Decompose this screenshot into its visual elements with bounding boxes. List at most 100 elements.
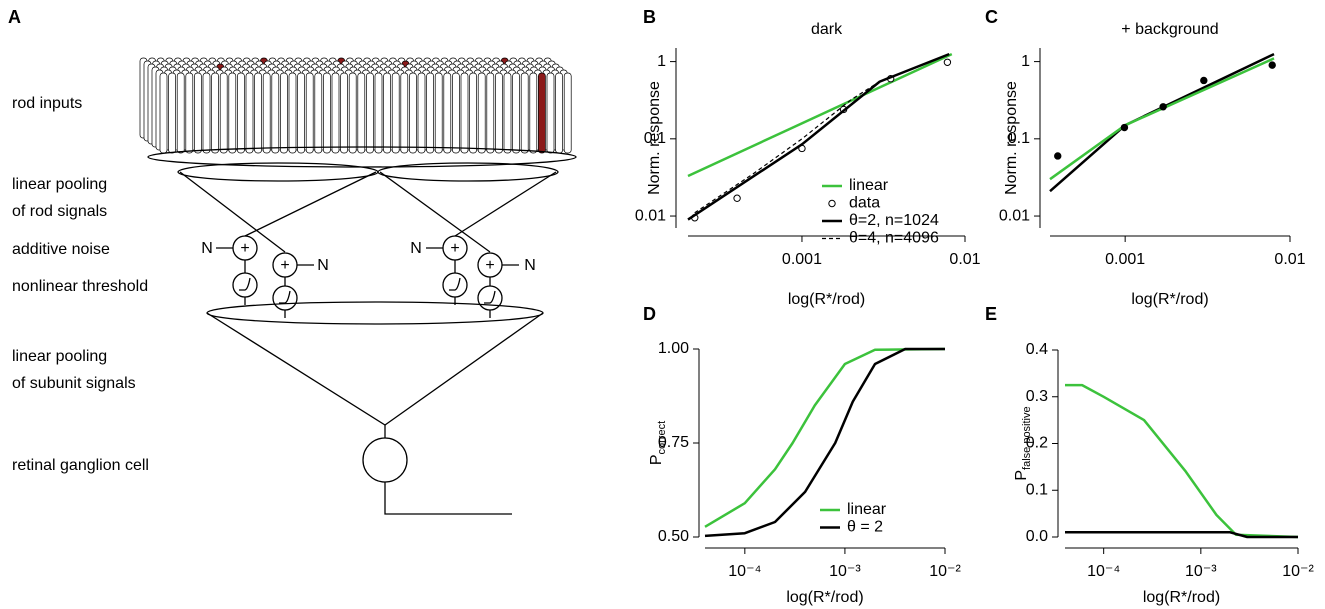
rod (477, 72, 486, 154)
rod (503, 72, 512, 154)
rod (417, 72, 426, 154)
noise-label: N (201, 240, 213, 257)
y-tick-label: 0.4 (1026, 341, 1048, 358)
rod (409, 72, 417, 154)
series-line (694, 81, 881, 214)
data-point (1200, 76, 1208, 85)
x-tick-label: 10⁻⁴ (728, 563, 761, 580)
rod (280, 72, 288, 154)
legend-label: θ=4, n=4096 (849, 230, 939, 247)
series-line (1065, 531, 1298, 539)
rod (469, 72, 477, 154)
rod (340, 72, 348, 154)
legend-label: linear (849, 177, 889, 194)
chart-title: + background (1121, 21, 1218, 38)
axon (384, 482, 512, 515)
rod (185, 72, 194, 154)
pool-ellipse (377, 162, 559, 182)
panel-letter: E (985, 304, 997, 324)
rod (245, 72, 254, 154)
noise-label: N (410, 240, 422, 257)
rod (486, 72, 495, 154)
y-tick-label: 0.1 (1008, 130, 1030, 147)
legend-marker (828, 199, 836, 208)
stage-label: additive noise (12, 241, 110, 258)
rod (228, 72, 237, 154)
pool-ellipse (206, 301, 544, 325)
stage-label: rod inputs (12, 95, 82, 112)
panel-letter: A (8, 7, 21, 27)
cone-line (179, 171, 286, 253)
x-tick-label: 10⁻⁴ (1087, 563, 1120, 580)
y-axis-label: Pcorrect (648, 421, 668, 465)
legend-label: θ = 2 (847, 519, 883, 536)
series-line (1065, 383, 1299, 539)
y-tick-label: 0.75 (658, 434, 689, 451)
rod (288, 72, 297, 154)
panel-letter: D (643, 304, 656, 324)
rod (426, 72, 434, 154)
rod (400, 72, 409, 154)
rod (176, 72, 185, 154)
threshold-icon (484, 290, 496, 304)
y-label-sub: correct (656, 421, 668, 455)
rod (323, 72, 331, 154)
rod (237, 72, 245, 154)
data-point (1054, 152, 1062, 160)
rod (254, 72, 262, 154)
rod-array (139, 57, 572, 154)
y-label-main: P (648, 454, 665, 465)
x-tick-label: 0.01 (949, 251, 980, 268)
x-axis-label: log(R*/rod) (1131, 291, 1208, 308)
rod (331, 72, 340, 154)
noise-label: N (524, 257, 536, 274)
rod (219, 72, 228, 154)
stage-label: linear pooling (12, 176, 107, 193)
cone-line (244, 171, 377, 237)
stage-label: nonlinear threshold (12, 278, 148, 295)
y-label-main: P (1013, 470, 1030, 481)
rod (271, 72, 280, 154)
legend-label: data (849, 195, 880, 212)
y-tick-label: 1.00 (658, 340, 689, 357)
y-label-sub: false positive (1021, 406, 1033, 470)
rod (202, 72, 211, 154)
series-line (704, 347, 946, 528)
cone-line (206, 312, 386, 426)
rod (305, 72, 314, 154)
legend-label: linear (847, 501, 887, 518)
rod (546, 72, 555, 154)
rod (297, 72, 305, 154)
rod (520, 72, 529, 154)
y-axis-label: Norm. response (1003, 81, 1020, 195)
sum-symbol: + (450, 240, 459, 257)
rod (357, 72, 366, 154)
data-point (733, 194, 741, 202)
x-tick-label: 10⁻² (929, 563, 961, 580)
cone-line (454, 171, 557, 237)
rod (383, 72, 391, 154)
x-axis-label: log(R*/rod) (788, 291, 865, 308)
x-tick-label: 10⁻² (1282, 563, 1314, 580)
sum-symbol: + (240, 240, 249, 257)
sum-symbol: + (280, 257, 289, 274)
threshold-icon (279, 290, 291, 304)
rod (159, 72, 168, 154)
rod (512, 72, 520, 154)
x-tick-label: 0.01 (1274, 251, 1305, 268)
cone-line (384, 312, 544, 426)
x-axis-label: log(R*/rod) (786, 589, 863, 606)
y-tick-label: 1 (657, 53, 666, 70)
stage-label: linear pooling (12, 348, 107, 365)
rod (391, 72, 400, 154)
chart-title: dark (811, 21, 843, 38)
rod (495, 72, 503, 154)
threshold-node (442, 272, 468, 298)
sum-symbol: + (485, 257, 494, 274)
y-tick-label: 0.0 (1026, 528, 1048, 545)
y-tick-label: 0.50 (658, 528, 689, 545)
stage-label: of rod signals (12, 203, 107, 220)
data-point (1159, 103, 1167, 111)
y-tick-label: 0.3 (1026, 388, 1048, 405)
